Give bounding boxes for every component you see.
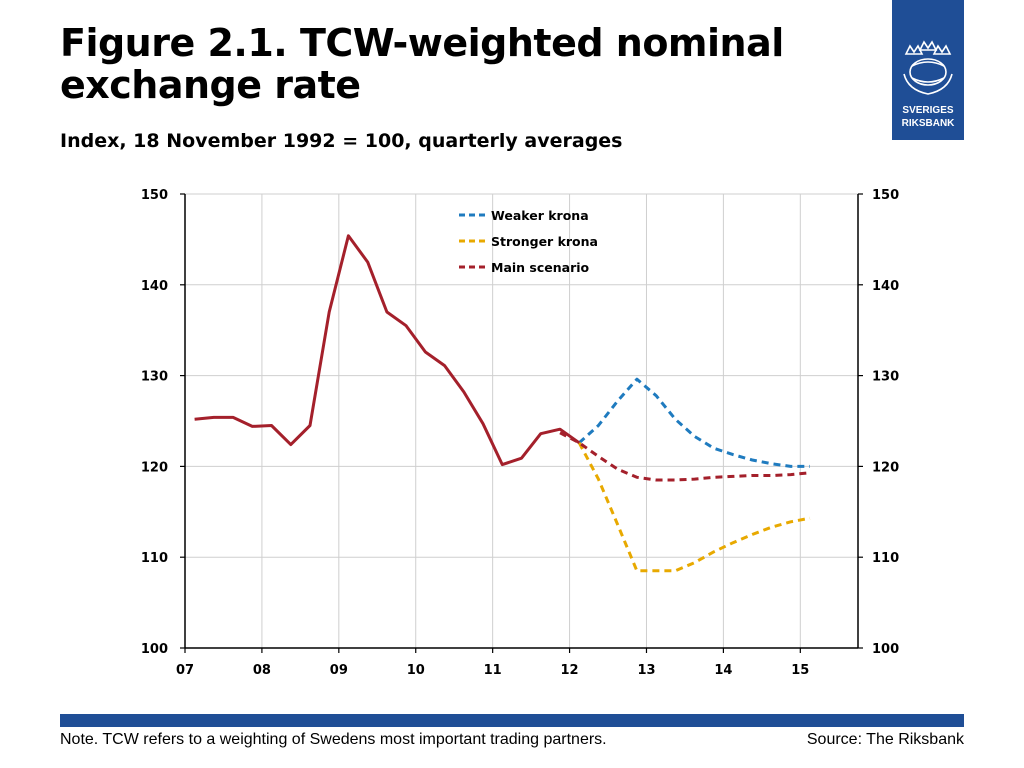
legend-label: Stronger krona [491, 234, 598, 249]
crown-crest-icon [903, 40, 953, 95]
y-tick-label-right: 120 [872, 460, 899, 475]
x-tick-label: 09 [330, 663, 348, 678]
chart-subtitle: Index, 18 November 1992 = 100, quarterly… [60, 130, 623, 152]
axes: 100 100 110 110 120 120 130 130 140 140 150 150 07 08… [141, 188, 899, 678]
legend-label: Weaker krona [491, 208, 589, 223]
riksbank-logo: SVERIGES RIKSBANK [892, 0, 964, 140]
y-tick-label-left: 130 [141, 370, 168, 385]
series-main-scenario [559, 431, 811, 482]
exchange-rate-chart: 100 100 110 110 120 120 130 130 140 140 150 150 07 08… [141, 188, 899, 678]
y-tick-label-left: 150 [141, 188, 168, 203]
x-tick-label: 08 [253, 663, 271, 678]
footer-bar [60, 714, 964, 727]
series-outcome [194, 234, 581, 467]
x-tick-label: 15 [791, 663, 809, 678]
grid-lines [185, 193, 858, 648]
y-tick-label-left: 100 [141, 642, 168, 657]
x-tick-label: 13 [637, 663, 655, 678]
series-weaker-krona [578, 377, 810, 468]
y-tick-label-right: 100 [872, 642, 899, 657]
footer-source: Source: The Riksbank [806, 731, 964, 748]
footer-note: Note. TCW refers to a weighting of Swede… [60, 731, 607, 748]
legend-label: Main scenario [491, 260, 590, 275]
x-tick-label: 11 [484, 663, 502, 678]
y-tick-label-left: 140 [141, 279, 168, 294]
y-tick-label-right: 140 [872, 279, 899, 294]
y-tick-label-left: 120 [141, 460, 168, 475]
x-tick-label: 07 [176, 663, 194, 678]
logo-line2: RIKSBANK [901, 118, 955, 129]
y-tick-label-right: 110 [872, 551, 899, 566]
y-tick-label-right: 150 [872, 188, 899, 203]
y-tick-label-right: 130 [872, 370, 899, 385]
series-lines [194, 234, 811, 573]
logo-line1: SVERIGES [902, 105, 954, 116]
x-tick-label: 10 [407, 663, 425, 678]
legend: Weaker krona Stronger krona Main scenario [459, 208, 598, 275]
series-stronger-krona [577, 442, 811, 573]
x-tick-label: 12 [561, 663, 579, 678]
y-tick-label-left: 110 [141, 551, 168, 566]
chart-title: Figure 2.1. TCW-weighted nominal exchang… [60, 21, 784, 107]
x-tick-label: 14 [714, 663, 732, 678]
